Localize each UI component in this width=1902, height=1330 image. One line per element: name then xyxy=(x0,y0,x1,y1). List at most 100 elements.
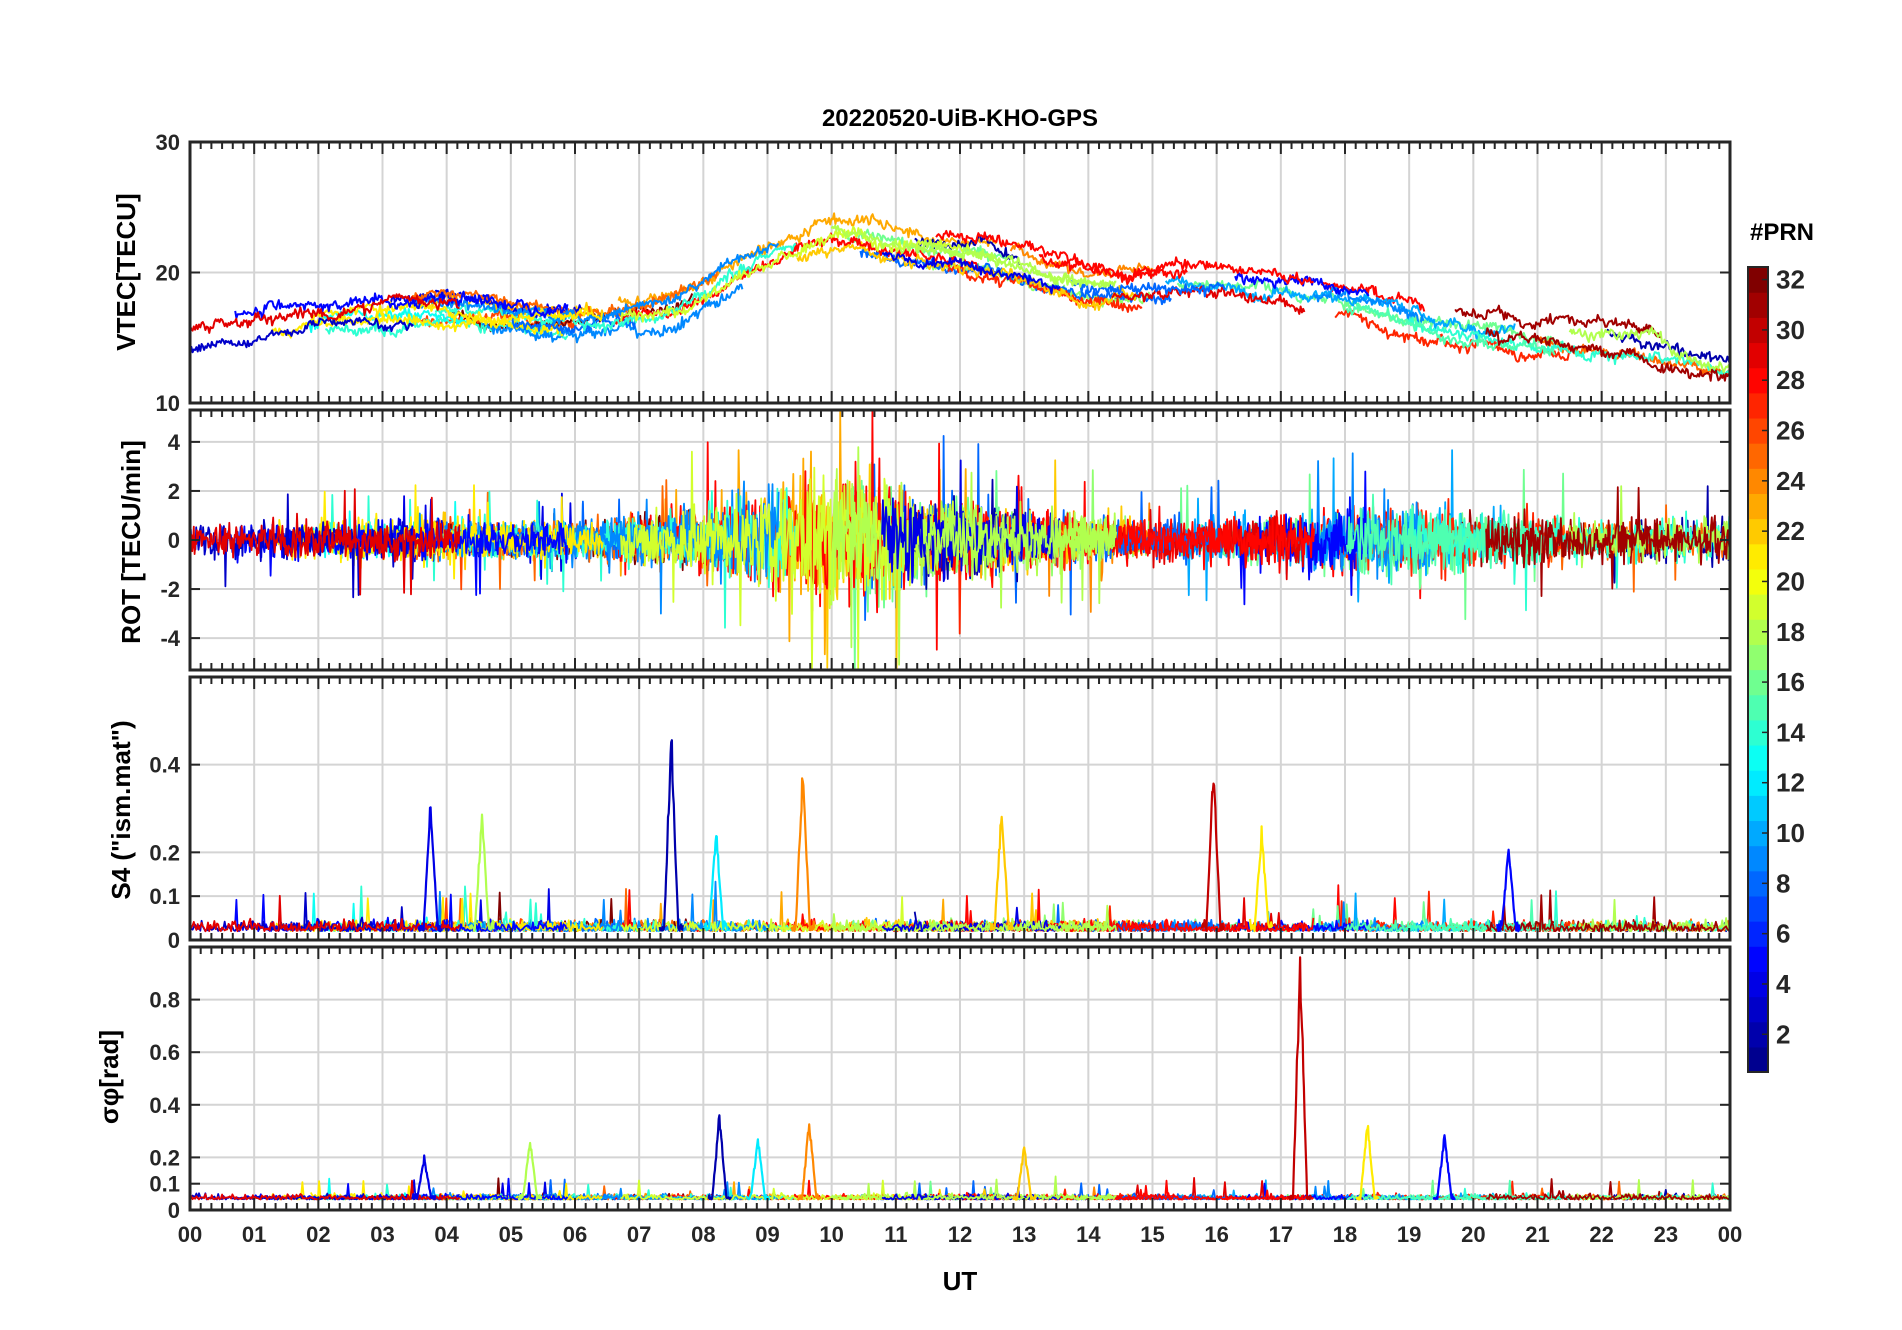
colorbar-cell xyxy=(1748,895,1768,922)
colorbar-cell xyxy=(1748,619,1768,645)
y-tick-label: 10 xyxy=(156,391,180,416)
colorbar-cell xyxy=(1748,845,1768,872)
colorbar-tick-label: 12 xyxy=(1776,768,1805,798)
colorbar-cells xyxy=(1747,266,1769,1073)
rot-y-ticks: -4 -2 0 2 4 xyxy=(160,430,180,651)
colorbar-cell xyxy=(1748,468,1768,495)
x-tick-label: 11 xyxy=(884,1222,907,1247)
y-tick-label: 0.2 xyxy=(149,1145,180,1170)
vtec-series-line xyxy=(189,316,415,354)
colorbar-cell xyxy=(1748,543,1768,570)
colorbar-tick-label: 30 xyxy=(1776,315,1805,345)
y-tick-label: -4 xyxy=(160,626,180,651)
x-tick-label: 19 xyxy=(1397,1222,1421,1247)
colorbar-cell xyxy=(1748,518,1768,545)
colorbar-tick-label: 28 xyxy=(1776,365,1805,395)
x-tick-label: 03 xyxy=(370,1222,394,1247)
colorbar-cell xyxy=(1748,870,1768,897)
colorbar-cell xyxy=(1748,820,1768,847)
s4-y-ticks: 0 0.1 0.2 0.4 xyxy=(149,753,180,953)
s4-spike xyxy=(1200,782,1225,932)
colorbar-tick-label: 32 xyxy=(1776,265,1805,295)
rot-series xyxy=(189,410,1731,670)
vtec-series-line xyxy=(1454,304,1661,339)
colorbar-cell xyxy=(1748,317,1768,344)
s4-series-line xyxy=(922,919,1113,932)
colorbar-cell xyxy=(1748,921,1768,947)
sigma-phi-spike xyxy=(707,1114,732,1201)
sigma-phi-spike xyxy=(1287,956,1313,1201)
vtec-series-line xyxy=(1038,253,1188,282)
colorbar-cell xyxy=(1748,594,1768,620)
x-tick-label: 09 xyxy=(755,1222,779,1247)
colorbar-cell xyxy=(1748,342,1768,369)
sigma-phi-ylabel: σφ[rad] xyxy=(94,1030,124,1124)
vtec-frame xyxy=(188,140,1732,405)
vtec-series xyxy=(189,212,1731,382)
rot-frame xyxy=(188,408,1732,672)
s4-frame xyxy=(188,675,1732,942)
vtec-series-line xyxy=(1234,272,1370,297)
vtec-series-line xyxy=(1070,279,1226,298)
x-tick-label: 10 xyxy=(819,1222,843,1247)
s4-series-line xyxy=(1486,894,1731,933)
colorbar-cell xyxy=(1748,744,1768,771)
vtec-panel: 10 20 30 VTEC[TECU] xyxy=(111,130,1732,416)
colorbar-cell xyxy=(1748,1021,1768,1048)
vtec-series-line xyxy=(922,240,1113,289)
colorbar-tick-label: 8 xyxy=(1776,868,1790,898)
vtec-series-line xyxy=(1485,327,1731,382)
vtec-series-line xyxy=(270,312,564,339)
y-tick-label: 0 xyxy=(168,528,180,553)
vtec-y-ticks: 10 20 30 xyxy=(156,130,180,416)
colorbar-cell xyxy=(1748,971,1768,998)
colorbar-cell xyxy=(1748,568,1768,595)
sigma-phi-series-line xyxy=(1569,1179,1731,1201)
y-tick-label: 0.8 xyxy=(149,988,180,1013)
colorbar-tick-label: 24 xyxy=(1776,466,1805,496)
x-tick-label: 13 xyxy=(1012,1222,1036,1247)
y-tick-label: 2 xyxy=(168,479,180,504)
colorbar-cell xyxy=(1748,946,1768,972)
rot-panel: -4 -2 0 2 4 ROT [TECU/min] xyxy=(116,408,1732,672)
sigma-phi-spike xyxy=(796,1123,822,1201)
x-tick-label: 00 xyxy=(1718,1222,1742,1247)
y-tick-label: 20 xyxy=(156,261,180,286)
x-tick-label: 23 xyxy=(1654,1222,1678,1247)
colorbar-cell xyxy=(1748,292,1768,318)
sigma-phi-spike xyxy=(1432,1134,1456,1201)
s4-spike xyxy=(790,777,816,932)
colorbar-tick-label: 6 xyxy=(1776,919,1790,949)
colorbar-tick-label: 14 xyxy=(1776,717,1805,747)
sigma-phi-panel: 00.10.2 0.4 0.6 0.8 σφ[rad] xyxy=(94,945,1732,1223)
colorbar-cell xyxy=(1748,644,1768,671)
x-tick-label: 02 xyxy=(306,1222,330,1247)
rot-series-line xyxy=(1485,486,1731,569)
colorbar-cell xyxy=(1748,795,1768,822)
s4-panel: 0 0.1 0.2 0.4 S4 ("ism.mat") xyxy=(106,675,1732,953)
colorbar-tick-label: 16 xyxy=(1776,667,1805,697)
vtec-series-line xyxy=(881,251,1061,295)
rot-series-line xyxy=(922,500,1114,609)
s4-spike xyxy=(989,815,1014,931)
s4-spike xyxy=(658,739,684,932)
colorbar-tick-label: 20 xyxy=(1776,566,1805,596)
y-tick-label: 0.4 xyxy=(149,1093,180,1118)
rot-ylabel: ROT [TECU/min] xyxy=(116,440,146,644)
sigma-phi-spike xyxy=(1355,1124,1380,1201)
y-tick-label: 4 xyxy=(168,430,181,455)
y-tick-label: 0.2 xyxy=(149,840,180,865)
y-tick-label: 0 xyxy=(168,928,180,953)
vtec-series-line xyxy=(1568,326,1731,374)
axes-box xyxy=(188,140,1732,405)
colorbar-cell xyxy=(1748,1046,1768,1073)
x-tick-label: 21 xyxy=(1525,1222,1549,1247)
rot-series-line xyxy=(189,488,461,596)
vtec-series-line xyxy=(1320,281,1426,312)
colorbar-cell xyxy=(1748,392,1768,419)
x-tick-label: 22 xyxy=(1589,1222,1613,1247)
x-tick-label: 15 xyxy=(1140,1222,1164,1247)
x-axis-label: UT xyxy=(943,1266,978,1296)
colorbar-cell xyxy=(1748,417,1768,444)
s4-series-line xyxy=(881,906,1062,933)
